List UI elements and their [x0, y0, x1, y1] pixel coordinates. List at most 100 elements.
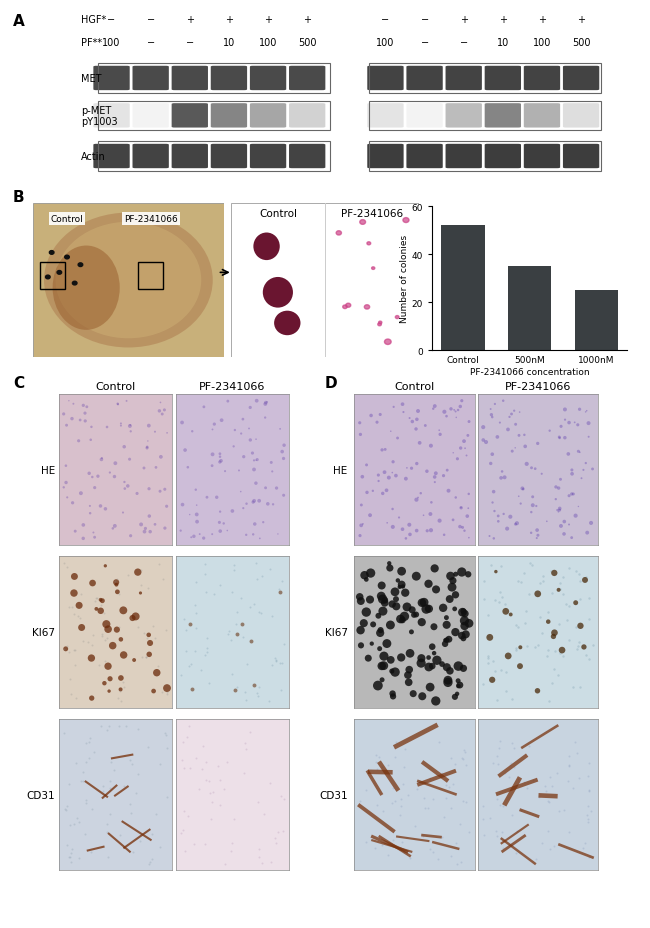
Point [61, 475, 72, 490]
Point [574, 635, 584, 650]
Point [441, 633, 452, 648]
Point [578, 639, 589, 654]
Point [584, 430, 594, 445]
Point [388, 690, 398, 704]
Point [405, 527, 415, 542]
Point [547, 779, 557, 793]
Point [276, 683, 286, 698]
Point [64, 850, 74, 865]
Point [562, 774, 573, 789]
Text: +: + [225, 16, 233, 25]
Point [497, 824, 507, 839]
Point [84, 499, 95, 514]
Point [260, 397, 270, 412]
Point [571, 620, 581, 635]
Point [580, 573, 590, 587]
Point [537, 625, 547, 640]
Point [78, 518, 88, 533]
Point [222, 755, 232, 770]
Point [437, 657, 447, 672]
Point [456, 628, 467, 643]
Point [235, 590, 246, 605]
Point [74, 599, 85, 613]
Point [209, 587, 219, 602]
Point [211, 490, 222, 505]
Point [82, 400, 92, 415]
Point [543, 794, 553, 809]
Point [157, 407, 168, 422]
Point [91, 591, 101, 606]
Point [532, 436, 543, 451]
Point [395, 842, 406, 857]
Text: Control: Control [51, 215, 83, 224]
Text: PF**: PF** [81, 38, 102, 48]
Point [490, 593, 501, 608]
Point [222, 523, 233, 538]
Point [427, 639, 437, 654]
Point [564, 633, 574, 648]
Point [577, 471, 587, 486]
Text: B: B [13, 190, 25, 205]
Point [151, 807, 161, 822]
Point [66, 845, 76, 860]
Point [356, 594, 366, 609]
Point [529, 639, 539, 654]
Point [422, 464, 432, 479]
Point [373, 474, 384, 489]
Point [161, 623, 171, 638]
Point [478, 420, 488, 435]
Point [420, 801, 430, 816]
FancyBboxPatch shape [485, 145, 521, 169]
Point [238, 501, 248, 516]
Point [404, 411, 415, 426]
Point [506, 691, 517, 706]
Point [435, 428, 445, 443]
Point [365, 592, 375, 607]
Point [132, 486, 142, 501]
Point [535, 610, 545, 625]
Point [150, 517, 160, 532]
FancyBboxPatch shape [406, 67, 443, 91]
Point [126, 806, 136, 821]
Bar [575, 290, 618, 351]
Point [450, 587, 461, 602]
Point [555, 582, 566, 597]
Point [64, 645, 74, 660]
Point [523, 739, 534, 754]
Point [96, 499, 106, 514]
Ellipse shape [274, 312, 300, 336]
Point [514, 489, 524, 504]
FancyBboxPatch shape [485, 104, 521, 128]
Point [583, 417, 593, 432]
Point [202, 641, 213, 656]
Point [491, 823, 502, 838]
Point [389, 793, 400, 808]
Point [240, 692, 251, 707]
Point [393, 432, 403, 446]
Point [207, 794, 217, 809]
Point [573, 418, 583, 432]
Point [258, 515, 268, 530]
Point [98, 629, 108, 644]
Point [186, 530, 196, 545]
Point [254, 494, 265, 509]
Point [372, 762, 383, 777]
FancyBboxPatch shape [250, 104, 286, 128]
Point [417, 615, 427, 630]
Point [413, 491, 423, 506]
Point [460, 523, 470, 538]
Point [460, 442, 470, 457]
Point [58, 726, 69, 741]
Circle shape [65, 256, 70, 260]
Point [547, 586, 557, 601]
Point [101, 617, 112, 632]
Point [191, 606, 202, 621]
Point [494, 595, 504, 610]
Point [144, 419, 154, 433]
Point [385, 561, 395, 575]
Point [183, 808, 193, 823]
Point [60, 802, 71, 817]
Point [278, 488, 289, 503]
Point [123, 568, 133, 583]
Point [464, 825, 474, 840]
